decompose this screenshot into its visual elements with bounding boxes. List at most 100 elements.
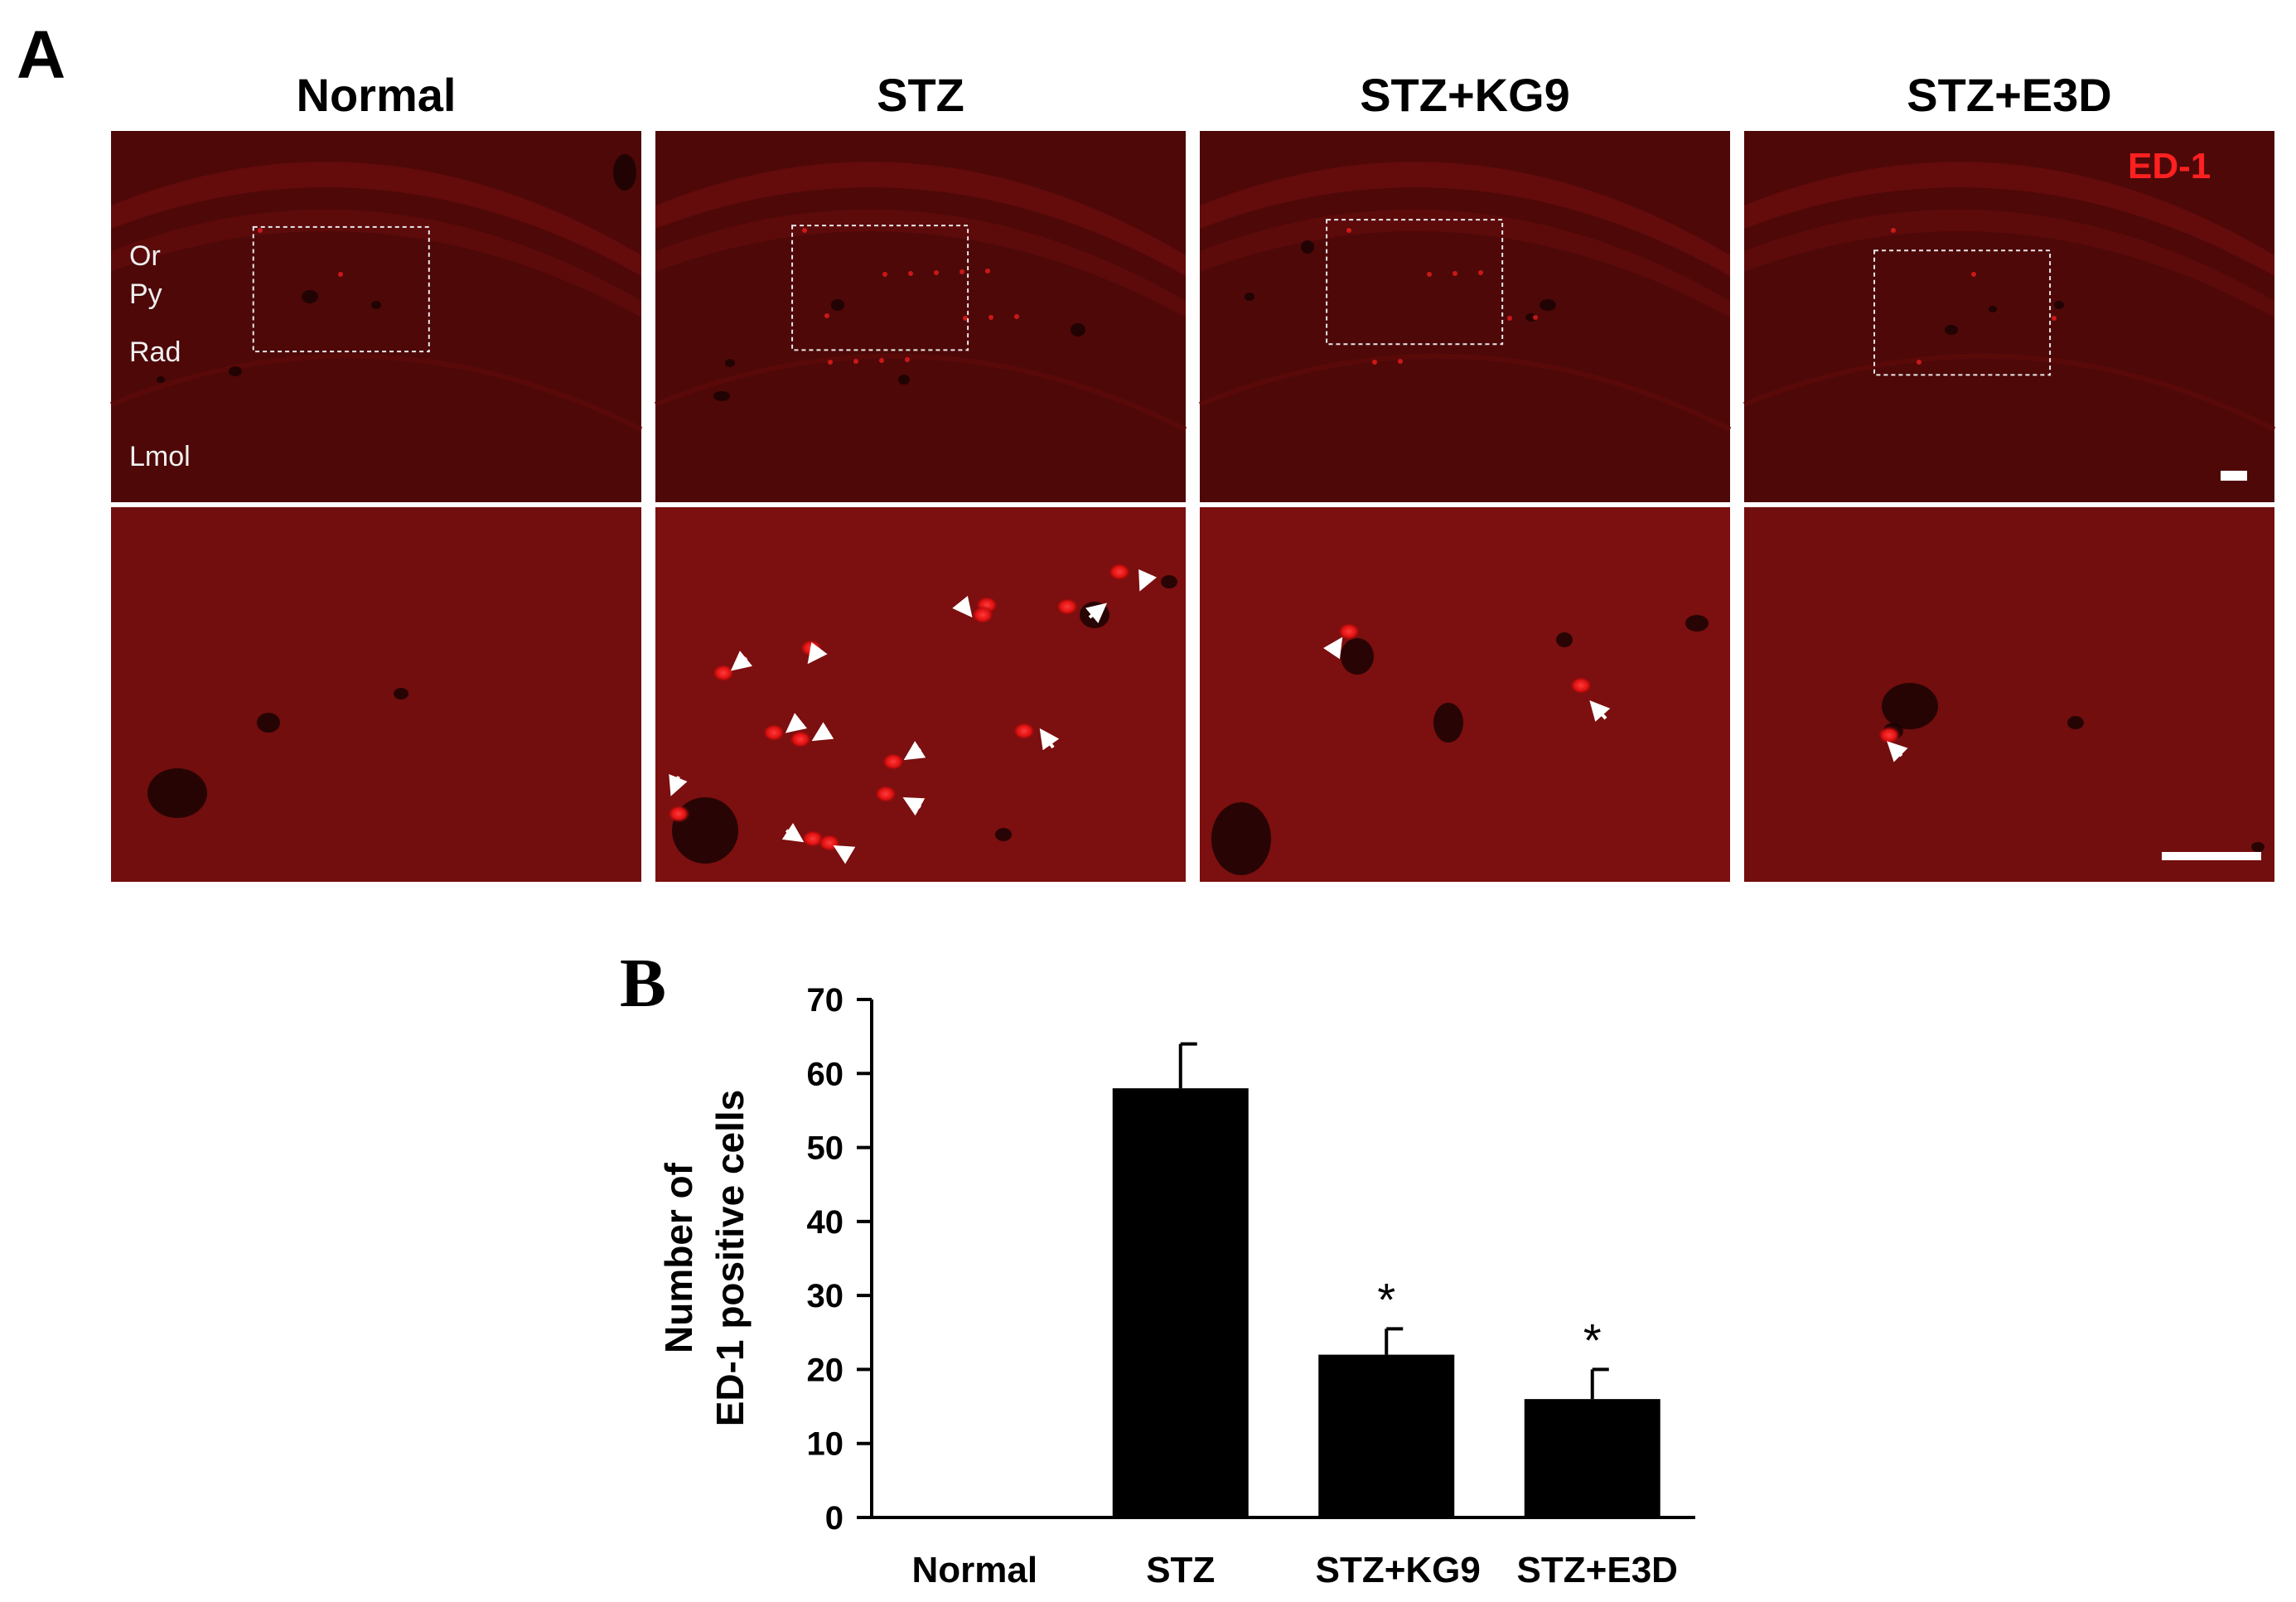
overview-puncta [802,228,807,233]
vessel-shadow [1341,638,1374,675]
ed1-positive-cell [1569,676,1593,695]
significance-marker: * [1377,1273,1395,1325]
micrograph-tile [654,131,1187,502]
vessel-shadow [1211,802,1271,875]
micrograph-tile [1198,131,1732,502]
overview-puncta [2052,316,2057,321]
overview-puncta [905,357,910,362]
vessel-shadow [613,154,636,191]
column-title-stz-e3d: STZ+E3D [1907,69,2112,121]
overview-puncta [963,316,968,321]
cell-arrow [1138,569,1158,592]
overview-puncta [988,315,993,320]
cell-arrow [833,845,856,864]
roi-box [1873,249,2052,376]
ed1-positive-cell [789,730,812,748]
roi-box [791,225,969,351]
vessel-shadow [1301,240,1314,254]
vessel-shadow [147,768,207,818]
overview-puncta [1478,270,1483,275]
overview-puncta [1427,272,1432,277]
y-tick-label: 50 [807,1130,844,1167]
overview-puncta [1971,272,1976,277]
micrograph-grid [109,131,2276,882]
y-tick-label: 10 [807,1426,844,1463]
ed1-positive-cell [971,606,994,624]
layer-label-lmol: Lmol [129,441,191,472]
micrograph-tile [109,131,643,502]
row-separator [111,502,2274,507]
overview-puncta [1398,359,1403,364]
vessel-shadow [2054,301,2064,309]
cell-arrow [811,722,834,742]
overview-puncta [1533,315,1538,320]
chart-labels: 0 10 20 30 40 50 60 70 Number of ED-1 positive ce… [657,982,1678,1590]
scale-bar-overview [2221,471,2247,481]
ed1-positive-cell [1013,722,1036,740]
overview-puncta [824,313,829,318]
ed1-positive-cell [1056,598,1079,616]
overview-puncta [258,228,263,233]
roi-box [1326,219,1504,346]
x-category-label: STZ+E3D [1517,1550,1678,1590]
overview-puncta [908,271,913,276]
vessel-shadow [1945,325,1958,335]
overview-puncta [1346,228,1351,233]
vessel-shadow [2251,842,2265,852]
scale-bar-zoom [2162,852,2261,860]
significance-marker: * [1583,1314,1602,1366]
cell-arrow [1589,700,1611,722]
vessel-shadow [1556,632,1573,647]
layer-label-rad: Rad [129,336,181,368]
y-tick-label: 20 [807,1352,844,1388]
overview-puncta [985,269,990,273]
y-axis-title-line: ED-1 positive cells [708,1090,752,1427]
cell-arrow [669,773,688,796]
vessel-shadow [2067,716,2084,729]
chart-bars [1112,1042,1660,1517]
cell-arrow [1039,728,1060,751]
overview-puncta [934,270,939,275]
vessel-shadow [1433,703,1463,743]
y-tick-label: 60 [807,1056,844,1092]
ed1-positive-cell [882,753,905,771]
overview-puncta [1014,314,1019,319]
column-title-stz: STZ [877,69,964,121]
column-title-normal: Normal [296,69,457,121]
y-tick-label: 0 [825,1500,843,1537]
overview-puncta [1372,360,1377,365]
vessel-shadow [1540,299,1556,311]
x-category-label: STZ+KG9 [1316,1550,1481,1590]
vessel-shadow [1989,306,1997,312]
overview-puncta [1917,360,1921,365]
cell-arrow [807,641,828,665]
vessel-shadow [257,713,280,733]
vessel-shadow [898,375,910,385]
vessel-shadow [229,366,242,376]
y-tick-label: 40 [807,1204,844,1241]
vessel-shadow [394,688,408,699]
ed1-positive-cell [712,664,735,682]
micrograph-tile [1200,507,1730,882]
micrograph-tile [1743,131,2276,502]
y-axis-title-line: Number of [657,1162,700,1353]
cell-arrow [952,595,973,618]
bar-stz-e3d [1524,1399,1660,1517]
ed1-positive-cell [762,724,785,742]
bar-stz [1112,1088,1249,1517]
panel-b-letter: B [620,945,667,1022]
cell-arrow [902,797,926,816]
overview-puncta [879,358,884,363]
cell-arrow [1322,636,1343,660]
vessel-shadow [1245,293,1254,301]
overview-puncta [1891,228,1896,233]
vessel-shadow [371,301,381,309]
cell-arrow [781,822,805,843]
vessel-shadow [1071,323,1085,336]
vessel-shadow [725,359,735,367]
vessel-shadow [831,299,844,311]
overview-puncta [338,272,343,277]
vessel-shadow [713,391,730,401]
vessel-shadow [157,376,165,383]
